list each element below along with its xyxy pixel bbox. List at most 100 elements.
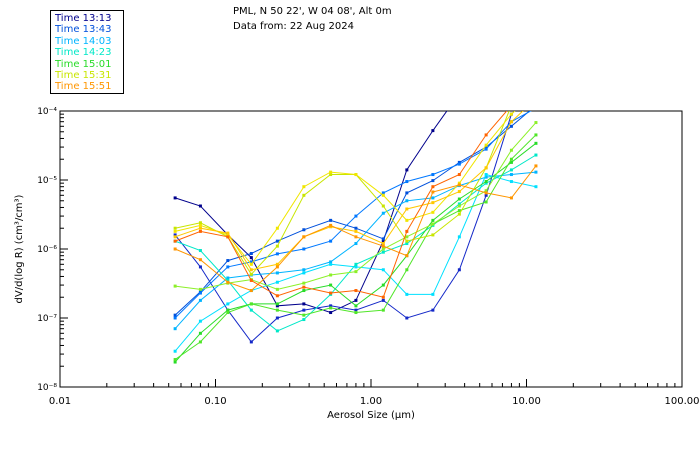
data-point — [275, 308, 279, 312]
data-point — [226, 308, 230, 312]
data-point — [381, 191, 385, 195]
data-point — [381, 211, 385, 215]
data-point — [431, 179, 435, 183]
data-point — [354, 265, 358, 269]
data-point — [405, 242, 409, 246]
data-point — [509, 180, 513, 184]
data-point — [484, 133, 488, 137]
date-info: Data from: 22 Aug 2024 — [233, 21, 354, 32]
data-point — [431, 129, 435, 133]
data-point — [329, 311, 333, 315]
data-point — [226, 259, 230, 263]
series-line — [174, 111, 510, 276]
data-point — [226, 235, 230, 239]
data-point — [198, 221, 202, 225]
series-layer — [173, 89, 538, 364]
data-point — [198, 298, 202, 302]
data-point — [431, 222, 435, 226]
data-point — [198, 340, 202, 344]
data-point — [381, 308, 385, 312]
data-point — [381, 247, 385, 251]
data-point — [198, 258, 202, 262]
data-point — [534, 121, 538, 125]
data-point — [275, 252, 279, 256]
data-point — [457, 160, 461, 164]
y-tick-label: 10⁻⁶ — [37, 245, 57, 255]
data-point — [302, 235, 306, 239]
data-point — [405, 191, 409, 195]
data-point — [405, 180, 409, 184]
y-tick-label: 10⁻⁸ — [37, 383, 57, 393]
data-point — [275, 271, 279, 275]
x-tick-label: 100.00 — [665, 396, 700, 407]
data-point — [457, 162, 461, 166]
data-point — [275, 244, 279, 248]
data-point — [381, 242, 385, 246]
data-point — [198, 204, 202, 208]
data-point — [458, 92, 461, 95]
data-point — [302, 313, 306, 317]
data-point — [405, 207, 409, 211]
data-point — [457, 204, 461, 208]
data-point — [405, 229, 409, 233]
data-point — [329, 273, 333, 277]
data-point — [405, 292, 409, 296]
data-point — [198, 226, 202, 230]
data-point — [484, 189, 488, 193]
data-point — [457, 197, 461, 201]
data-point — [226, 276, 230, 280]
data-point — [534, 153, 538, 157]
data-point — [302, 308, 306, 312]
data-point — [329, 291, 333, 295]
legend-entry: Time 14:23 — [55, 47, 112, 59]
data-point — [173, 196, 177, 200]
legend-entry: Time 14:03 — [55, 35, 112, 47]
series-14 — [173, 111, 508, 299]
data-point — [509, 157, 513, 161]
data-point — [405, 254, 409, 258]
data-point — [457, 212, 461, 216]
data-point — [381, 295, 385, 299]
data-point — [354, 229, 358, 233]
data-point — [510, 104, 513, 107]
data-point — [275, 294, 279, 298]
data-point — [302, 247, 306, 251]
data-point — [226, 302, 230, 306]
data-point — [198, 223, 202, 227]
series-12 — [173, 97, 537, 272]
data-point — [249, 302, 253, 306]
data-point — [249, 272, 253, 276]
data-point — [509, 168, 513, 172]
data-point — [457, 209, 461, 213]
data-point — [509, 160, 513, 164]
data-point — [302, 302, 306, 306]
data-point — [510, 89, 513, 92]
data-point — [173, 358, 177, 362]
series-0 — [173, 89, 513, 315]
data-point — [534, 141, 538, 145]
data-point — [381, 283, 385, 287]
data-point — [226, 265, 230, 269]
site-info: PML, N 50 22', W 04 08', Alt 0m — [233, 6, 392, 17]
y-tick-label: 10⁻⁷ — [37, 314, 57, 324]
data-point — [484, 147, 488, 151]
series-13 — [173, 164, 538, 293]
data-point — [381, 298, 385, 302]
data-point — [405, 235, 409, 239]
data-point — [173, 360, 177, 364]
x-tick-label: 0.01 — [49, 396, 71, 407]
data-point — [173, 226, 177, 230]
data-point — [226, 231, 230, 235]
data-point — [198, 265, 202, 269]
data-point — [457, 235, 461, 239]
data-point — [381, 204, 385, 208]
data-point — [534, 97, 537, 100]
data-point — [484, 181, 488, 185]
series-8 — [173, 133, 538, 362]
data-point — [249, 252, 253, 256]
data-point — [173, 235, 177, 239]
data-point — [275, 226, 279, 230]
data-point — [275, 287, 279, 291]
data-point — [173, 229, 177, 233]
data-point — [249, 256, 253, 260]
